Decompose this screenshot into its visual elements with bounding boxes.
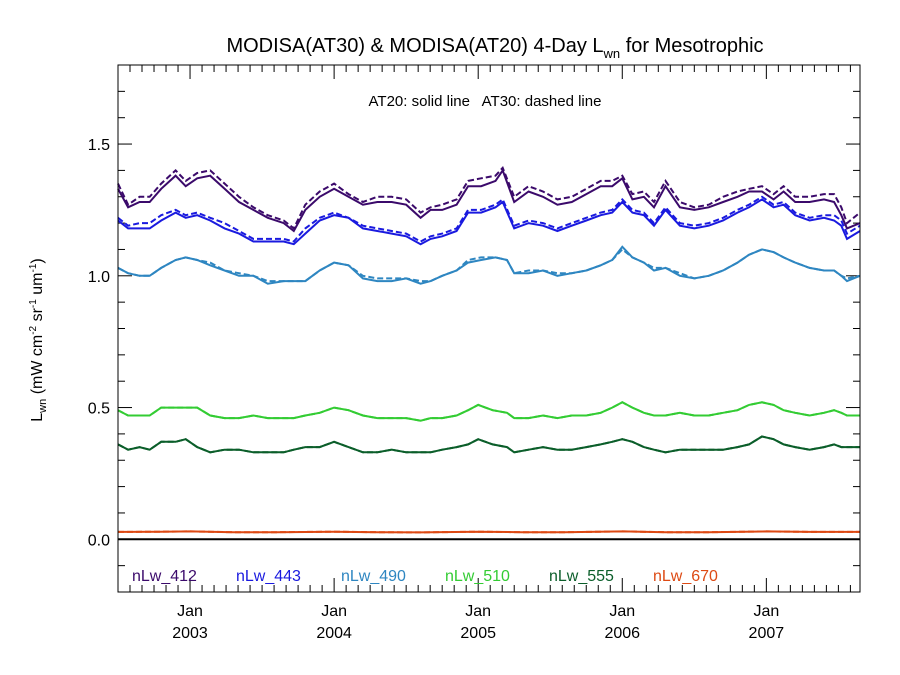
series-line-nLw-412-at30	[117, 165, 861, 230]
x-tick-label: Jan	[177, 603, 203, 620]
plot-area: 0.0 0.5 1.0 1.5 Jan 2003 Jan 2004 Jan 2005 Jan 2006…	[88, 64, 861, 642]
series-line-nLw-490-at20	[117, 245, 861, 285]
chart-title-main: MODISA(AT30) & MODISA(AT20) 4-Day L	[226, 35, 603, 57]
series-line-nLw-443-at20	[117, 198, 861, 246]
y-tick-label: 1.5	[88, 137, 110, 154]
legend: nLw_412 nLw_443 nLw_490 nLw_510 nLw_555 nLw_6…	[132, 568, 718, 585]
x-tick-year-label: 2003	[172, 625, 208, 642]
plot-frame	[117, 64, 861, 593]
series-line-nLw-670-at20	[117, 530, 860, 534]
series-line-nLw-555-at20	[117, 435, 860, 454]
y-tick-label: 0.0	[88, 532, 110, 549]
x-tick-label: Jan	[753, 603, 779, 620]
series-line-nLw-412-at20	[117, 168, 861, 233]
x-tick-year-label: 2006	[604, 625, 640, 642]
legend-entry-nLw-443: nLw_443	[236, 568, 301, 585]
x-tick-year-label: 2007	[749, 625, 785, 642]
legend-entry-nLw-670: nLw_670	[653, 568, 718, 585]
x-tick-label: Jan	[465, 603, 491, 620]
legend-entry-nLw-490: nLw_490	[341, 568, 406, 585]
legend-entry-nLw-510: nLw_510	[445, 568, 510, 585]
y-tick-label: 1.0	[88, 269, 110, 286]
chart-title-subscript: wn	[603, 46, 621, 61]
x-tick-year-label: 2005	[460, 625, 496, 642]
x-tick-label: Jan	[609, 603, 635, 620]
x-tick-year-label: 2004	[316, 625, 352, 642]
line-style-annotation: AT20: solid line AT30: dashed line	[369, 93, 602, 110]
chart-title: MODISA(AT30) & MODISA(AT20) 4-Day Lwn fo…	[226, 35, 763, 61]
series-line-nLw-510-at20	[117, 401, 860, 422]
legend-entry-nLw-555: nLw_555	[549, 568, 614, 585]
chart-title-suffix: for Mesotrophic	[620, 35, 763, 57]
series-line-nLw-443-at30	[117, 195, 861, 243]
legend-entry-nLw-412: nLw_412	[132, 568, 197, 585]
y-axis-label: Lwn (mW cm-2 sr-1 um-1)	[28, 258, 49, 421]
x-tick-label: Jan	[321, 603, 347, 620]
y-tick-label: 0.5	[88, 401, 110, 418]
